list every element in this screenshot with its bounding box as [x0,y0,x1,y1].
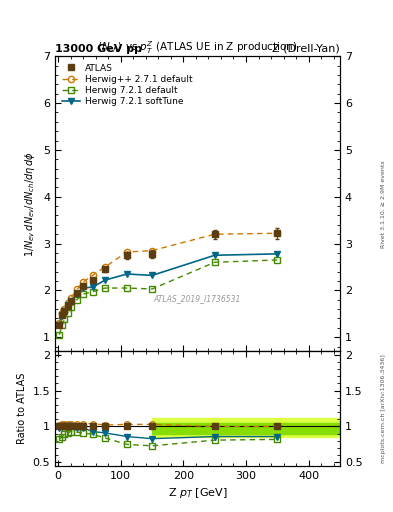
Herwig 7.2.1 softTune [60,313,64,319]
Herwig 7.2.1 default [62,316,67,323]
Herwig 7.2.1 default [75,296,79,303]
Herwig++ 2.7.1 default [125,249,129,255]
Herwig 7.2.1 softTune [275,251,280,257]
Herwig++ 2.7.1 default [103,264,107,270]
Herwig 7.2.1 default [65,310,70,316]
Herwig 7.2.1 default [212,259,217,265]
Herwig++ 2.7.1 default [68,295,73,302]
Legend: ATLAS, Herwig++ 2.7.1 default, Herwig 7.2.1 default, Herwig 7.2.1 softTune: ATLAS, Herwig++ 2.7.1 default, Herwig 7.… [59,61,195,109]
Herwig++ 2.7.1 default [81,279,86,285]
Herwig 7.2.1 default [68,304,73,310]
Line: Herwig++ 2.7.1 default: Herwig++ 2.7.1 default [59,233,277,323]
Bar [152,418,340,437]
Herwig 7.2.1 default [57,332,62,338]
Herwig 7.2.1 softTune [65,302,70,308]
Herwig 7.2.1 softTune [68,297,73,304]
Herwig++ 2.7.1 default [275,230,280,237]
Text: 13000 GeV pp: 13000 GeV pp [55,44,142,54]
Y-axis label: Ratio to ATLAS: Ratio to ATLAS [17,373,27,444]
Herwig++ 2.7.1 default [150,247,154,253]
Herwig 7.2.1 default [150,286,154,292]
Herwig 7.2.1 softTune [125,271,129,277]
Herwig 7.2.1 default [81,291,86,297]
Herwig 7.2.1 softTune [212,252,217,259]
Herwig 7.2.1 softTune [103,277,107,283]
Herwig 7.2.1 default [275,257,280,263]
Herwig 7.2.1 softTune [75,291,79,297]
Herwig 7.2.1 softTune [90,284,95,290]
Herwig++ 2.7.1 default [75,286,79,292]
X-axis label: Z $p_T$ [GeV]: Z $p_T$ [GeV] [168,486,227,500]
Herwig 7.2.1 softTune [150,272,154,279]
Herwig 7.2.1 default [125,285,129,291]
Text: ATLAS_2019_I1736531: ATLAS_2019_I1736531 [154,294,241,303]
Herwig++ 2.7.1 default [57,320,62,326]
Herwig 7.2.1 softTune [62,308,67,314]
Line: Herwig 7.2.1 softTune: Herwig 7.2.1 softTune [59,254,277,326]
Text: mcplots.cern.ch [arXiv:1306.3436]: mcplots.cern.ch [arXiv:1306.3436] [381,354,386,463]
Herwig 7.2.1 softTune [57,323,62,329]
Herwig 7.2.1 softTune [81,285,86,291]
Bar [152,423,340,434]
Herwig++ 2.7.1 default [90,272,95,279]
Y-axis label: $1/N_{ev}\,dN_{ev}/dN_{ch}/d\eta\,d\phi$: $1/N_{ev}\,dN_{ev}/dN_{ch}/d\eta\,d\phi$ [24,151,37,257]
Herwig++ 2.7.1 default [212,231,217,237]
Herwig++ 2.7.1 default [62,306,67,312]
Line: Herwig 7.2.1 default: Herwig 7.2.1 default [59,260,277,335]
Text: Rivet 3.1.10, ≥ 2.9M events: Rivet 3.1.10, ≥ 2.9M events [381,160,386,248]
Herwig 7.2.1 default [60,323,64,329]
Herwig++ 2.7.1 default [60,310,64,316]
Herwig 7.2.1 default [90,289,95,295]
Title: $\langle N_{ch}\rangle$ vs $p^Z_T$ (ATLAS UE in Z production): $\langle N_{ch}\rangle$ vs $p^Z_T$ (ATLA… [97,39,298,56]
Text: Z (Drell-Yan): Z (Drell-Yan) [272,44,340,54]
Herwig++ 2.7.1 default [65,301,70,307]
Herwig 7.2.1 default [103,285,107,291]
